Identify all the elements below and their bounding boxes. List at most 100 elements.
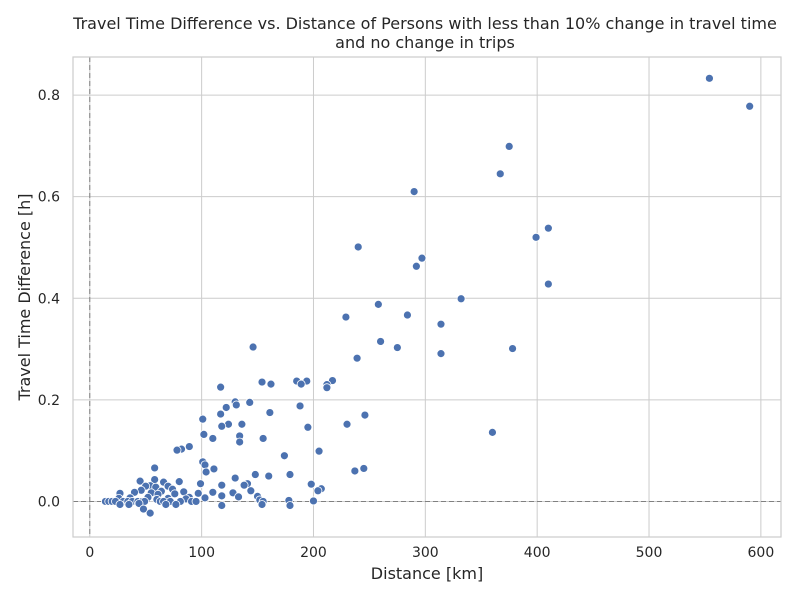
data-point bbox=[231, 400, 241, 410]
data-point bbox=[208, 487, 218, 497]
x-tick-label: 600 bbox=[748, 545, 775, 561]
data-point bbox=[200, 460, 210, 470]
data-point bbox=[248, 342, 258, 352]
data-point bbox=[257, 377, 267, 387]
plot-frame bbox=[72, 56, 782, 538]
data-point bbox=[350, 466, 360, 476]
y-tick-label: 0.2 bbox=[38, 393, 60, 409]
data-point bbox=[359, 464, 369, 473]
data-point bbox=[258, 434, 268, 443]
data-point bbox=[115, 500, 125, 509]
data-point bbox=[217, 480, 227, 490]
data-point bbox=[161, 500, 171, 509]
x-tick-label: 0 bbox=[85, 545, 94, 561]
data-point bbox=[264, 471, 274, 481]
x-tick-label: 100 bbox=[188, 545, 215, 561]
data-point bbox=[170, 489, 180, 499]
data-point bbox=[309, 496, 318, 506]
data-point bbox=[504, 141, 514, 151]
data-point bbox=[436, 349, 446, 359]
data-point bbox=[150, 463, 160, 473]
data-point bbox=[139, 504, 148, 514]
data-point bbox=[495, 169, 505, 179]
data-point bbox=[417, 253, 427, 263]
data-point bbox=[314, 446, 324, 456]
data-point bbox=[124, 500, 134, 509]
data-point bbox=[342, 419, 352, 429]
data-point bbox=[184, 442, 194, 451]
data-point bbox=[135, 476, 145, 486]
data-point bbox=[235, 437, 245, 447]
data-point bbox=[221, 403, 231, 412]
data-point bbox=[313, 486, 323, 496]
data-point bbox=[279, 451, 289, 461]
data-point bbox=[174, 477, 184, 487]
data-point bbox=[376, 337, 385, 346]
data-point bbox=[285, 470, 295, 479]
data-point bbox=[341, 312, 351, 322]
y-tick-labels: 0.0 0.2 0.4 0.6 0.8 bbox=[38, 88, 60, 510]
data-point bbox=[245, 397, 255, 407]
data-point bbox=[234, 492, 243, 502]
y-tick-label: 0.4 bbox=[38, 291, 60, 307]
data-point bbox=[373, 299, 383, 309]
data-point bbox=[199, 429, 209, 439]
data-point bbox=[200, 493, 210, 503]
data-point bbox=[403, 310, 412, 320]
data-point bbox=[360, 410, 370, 420]
data-point bbox=[145, 508, 155, 518]
data-points bbox=[101, 73, 755, 518]
data-point bbox=[216, 409, 226, 419]
data-point bbox=[543, 279, 553, 289]
data-point bbox=[352, 353, 362, 363]
data-point bbox=[411, 261, 421, 271]
data-point bbox=[172, 445, 182, 455]
data-point bbox=[217, 501, 227, 510]
data-point bbox=[436, 319, 446, 329]
data-point bbox=[265, 408, 275, 417]
data-point bbox=[196, 479, 205, 489]
data-point bbox=[246, 486, 256, 496]
data-point bbox=[217, 421, 227, 431]
data-point bbox=[285, 501, 295, 510]
data-point bbox=[353, 242, 363, 252]
data-point bbox=[193, 488, 203, 498]
data-point bbox=[409, 187, 419, 197]
data-point bbox=[322, 383, 332, 393]
data-point bbox=[531, 232, 541, 242]
data-point bbox=[543, 223, 553, 233]
data-point bbox=[456, 294, 466, 304]
y-tick-label: 0.6 bbox=[38, 190, 60, 206]
data-point bbox=[217, 491, 227, 501]
chart-title-line-2: and no change in trips bbox=[335, 33, 515, 52]
data-point bbox=[508, 344, 517, 353]
data-point bbox=[209, 464, 219, 474]
x-tick-labels: 0 100 200 300 400 500 600 bbox=[85, 545, 774, 561]
data-point bbox=[198, 414, 208, 424]
x-tick-label: 300 bbox=[412, 545, 439, 561]
x-tick-label: 200 bbox=[300, 545, 327, 561]
data-point bbox=[306, 479, 316, 489]
x-tick-label: 500 bbox=[636, 545, 663, 561]
data-point bbox=[230, 473, 240, 483]
data-point bbox=[296, 379, 306, 389]
data-point bbox=[705, 73, 714, 83]
reference-lines bbox=[73, 57, 781, 537]
data-point bbox=[392, 343, 402, 352]
data-point bbox=[191, 497, 201, 506]
y-tick-label: 0.8 bbox=[38, 88, 60, 104]
data-point bbox=[208, 434, 218, 443]
y-tick-label: 0.0 bbox=[38, 494, 60, 510]
data-point bbox=[257, 500, 267, 509]
x-tick-label: 400 bbox=[524, 545, 551, 561]
data-point bbox=[171, 500, 181, 509]
data-point bbox=[488, 427, 497, 437]
data-point bbox=[216, 382, 226, 392]
data-point bbox=[239, 480, 249, 490]
data-point bbox=[237, 419, 247, 429]
data-point bbox=[266, 379, 276, 389]
y-axis-label: Travel Time Difference [h] bbox=[15, 193, 34, 401]
data-point bbox=[201, 467, 211, 477]
